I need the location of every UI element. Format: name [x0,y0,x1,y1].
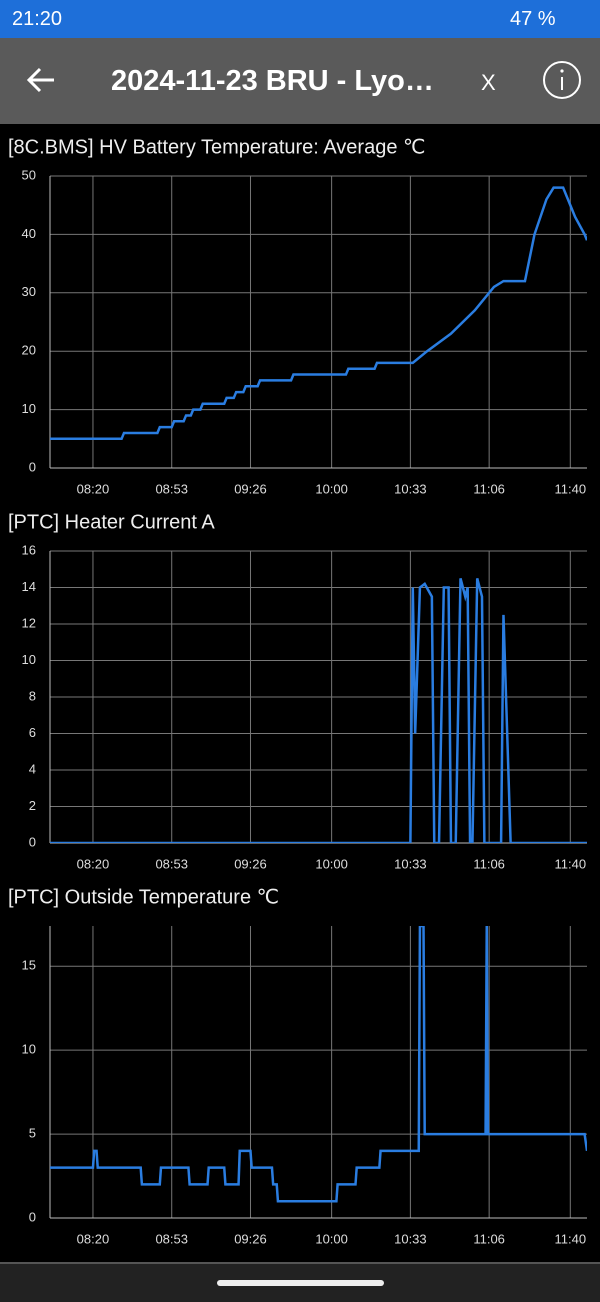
home-indicator[interactable] [217,1280,384,1286]
x-tick-label: 10:33 [394,856,427,871]
x-tick-label: 10:33 [394,1231,427,1246]
x-tick-label: 11:40 [555,1231,587,1246]
y-tick-label: 30 [22,284,36,299]
plot [50,578,587,843]
x-tick-label: 08:20 [77,856,110,871]
x-tick-label: 11:06 [473,856,505,871]
y-tick-label: 16 [22,542,36,557]
data-line [50,926,587,1203]
chart-title: [PTC] Outside Temperature ℃ [8,886,279,908]
y-tick-label: 8 [29,688,36,703]
y-tick-label: 0 [29,459,36,474]
y-tick-label: 12 [22,615,36,630]
x-tick-label: 08:20 [77,1231,110,1246]
y-tick-label: 50 [22,167,36,182]
x-tick-label: 09:26 [234,1231,267,1246]
back-button[interactable] [22,60,62,100]
x-tick-label: 11:40 [555,856,587,871]
x-tick-label: 08:53 [155,856,188,871]
app-title: 2024-11-23 BRU - Lyo… [111,65,434,97]
data-line [50,578,587,843]
x-tick-label: 11:06 [473,1231,505,1246]
x-tick-label: 08:53 [155,1231,188,1246]
x-tick-label: 08:53 [155,481,188,496]
y-tick-label: 4 [29,761,36,776]
y-tick-label: 6 [29,725,36,740]
close-button[interactable]: X [481,70,496,95]
status-bar: 21:20 47 % [0,0,600,38]
y-tick-label: 0 [29,1209,36,1224]
y-tick-label: 20 [22,343,36,358]
plot [50,926,587,1203]
x-tick-label: 08:20 [77,481,110,496]
y-tick-label: 40 [22,226,36,241]
y-tick-label: 10 [22,1042,36,1057]
chart-title: [8C.BMS] HV Battery Temperature: Average… [8,136,425,158]
y-tick-label: 15 [22,958,36,973]
x-tick-label: 11:40 [555,481,587,496]
x-tick-label: 10:00 [315,856,348,871]
x-tick-label: 10:00 [315,1231,348,1246]
y-tick-label: 10 [22,652,36,667]
status-time: 21:20 [12,8,63,30]
data-line [50,186,587,441]
x-tick-label: 09:26 [234,856,267,871]
y-tick-label: 10 [22,401,36,416]
y-tick-label: 14 [22,579,36,594]
chart-title: [PTC] Heater Current A [8,511,215,533]
app-bar: 2024-11-23 BRU - Lyo… X [0,38,600,124]
nav-bar [0,1262,600,1302]
plot [50,186,587,441]
x-tick-label: 09:26 [234,481,267,496]
x-tick-label: 10:00 [315,481,348,496]
battery-level: 47 % [510,8,556,30]
info-button[interactable] [542,60,582,100]
x-tick-label: 10:33 [394,481,427,496]
y-tick-label: 0 [29,834,36,849]
charts: [8C.BMS] HV Battery Temperature: Average… [8,136,587,1246]
y-tick-label: 5 [29,1126,36,1141]
y-tick-label: 2 [29,798,36,813]
x-tick-label: 11:06 [473,481,505,496]
